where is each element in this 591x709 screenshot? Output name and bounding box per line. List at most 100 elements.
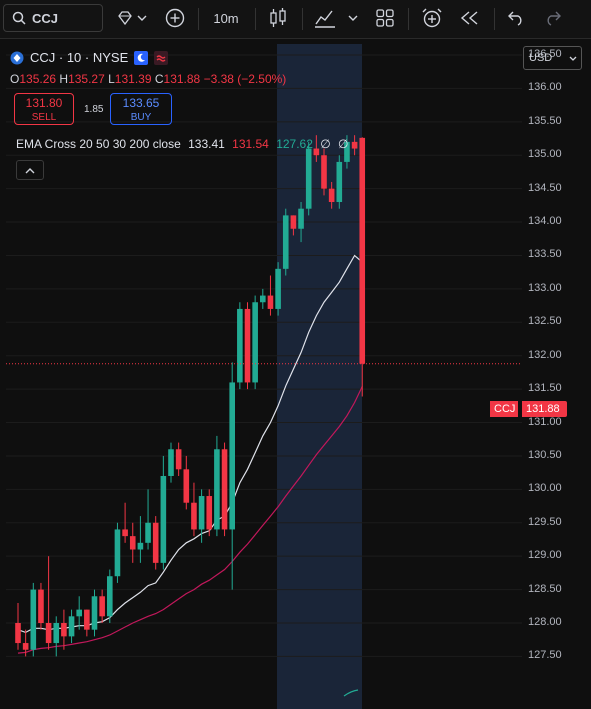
buy-button[interactable]: 133.65 BUY bbox=[110, 93, 172, 125]
alert-button[interactable] bbox=[418, 4, 446, 32]
price-tick-label: 128.50 bbox=[528, 582, 562, 595]
candle-body bbox=[152, 522, 159, 563]
candle-body bbox=[359, 137, 366, 364]
collapse-legend-button[interactable] bbox=[16, 160, 44, 180]
candles-icon bbox=[270, 8, 286, 27]
indicator-value-3: 127.62 bbox=[276, 137, 313, 151]
low-value: 131.39 bbox=[114, 72, 152, 86]
candle-body bbox=[214, 449, 220, 530]
ohlc-legend: O135.26 H135.27 L131.39 C131.88 −3.38 (−… bbox=[10, 72, 286, 86]
ema-slow-line bbox=[17, 386, 363, 654]
candle-body bbox=[61, 623, 67, 637]
candle-body bbox=[107, 576, 113, 617]
candle-body bbox=[321, 155, 327, 189]
indicator-value-2: 131.54 bbox=[232, 137, 269, 151]
close-label: C bbox=[154, 72, 164, 86]
candle-body bbox=[198, 496, 205, 530]
candle-body bbox=[129, 536, 136, 550]
ema-long-line bbox=[343, 689, 359, 697]
price-tick-label: 135.00 bbox=[528, 148, 562, 161]
price-tick-label: 129.00 bbox=[528, 549, 562, 562]
high-label: H bbox=[59, 72, 69, 86]
low-label: L bbox=[108, 72, 115, 86]
chevron-up-icon bbox=[25, 167, 35, 173]
price-tick-label: 132.00 bbox=[528, 348, 562, 361]
plus-circle-icon bbox=[165, 8, 185, 28]
redo-icon bbox=[547, 11, 561, 26]
candle-body bbox=[22, 643, 29, 650]
symbol-search[interactable]: CCJ bbox=[3, 4, 103, 32]
rewind-icon bbox=[460, 11, 478, 25]
replay-button[interactable] bbox=[456, 4, 484, 32]
candle-body bbox=[275, 268, 281, 309]
separator bbox=[302, 8, 303, 30]
separator bbox=[494, 8, 495, 30]
indicator-value-5: ∅ bbox=[338, 137, 349, 151]
symbol-text: CCJ bbox=[32, 10, 59, 26]
indicator-legend[interactable]: EMA Cross 20 50 30 200 close 133.41 131.… bbox=[16, 137, 349, 151]
price-axis[interactable]: 136.50 136.00 135.50 135.00 134.50 134.00 133.… bbox=[522, 44, 591, 709]
candle-body bbox=[38, 589, 44, 623]
candle-body bbox=[229, 382, 235, 530]
candle-body bbox=[305, 148, 312, 209]
candle-body bbox=[175, 449, 182, 470]
sell-label: SELL bbox=[31, 112, 57, 123]
candle-body bbox=[168, 449, 174, 476]
interval-button[interactable]: 10m bbox=[213, 10, 239, 26]
candle-body bbox=[267, 295, 274, 309]
currency-selector[interactable]: USD bbox=[523, 46, 582, 70]
candle-body bbox=[68, 616, 75, 637]
candle-body bbox=[244, 308, 251, 383]
candle-body bbox=[313, 148, 320, 156]
candle-body bbox=[53, 623, 60, 644]
price-tick-label: 133.00 bbox=[528, 281, 562, 294]
separator bbox=[408, 8, 409, 30]
candle-body bbox=[282, 215, 289, 269]
chevron-down-icon bbox=[569, 56, 577, 61]
compare-add-button[interactable] bbox=[162, 4, 188, 32]
chevron-down-icon bbox=[137, 15, 147, 21]
indicators-button[interactable] bbox=[310, 4, 362, 32]
high-value: 135.27 bbox=[68, 72, 105, 86]
price-tick-label: 133.50 bbox=[528, 248, 562, 261]
separator bbox=[255, 8, 256, 30]
alarm-clock-icon bbox=[422, 8, 442, 28]
chevron-down-icon bbox=[348, 15, 358, 21]
candle-body bbox=[76, 609, 82, 617]
data-delay-icon bbox=[154, 50, 169, 65]
spread-value: 1.85 bbox=[84, 104, 104, 115]
redo-button[interactable] bbox=[540, 4, 566, 32]
undo-icon bbox=[508, 11, 522, 26]
separator bbox=[198, 8, 199, 30]
price-tick-label: 134.00 bbox=[528, 215, 562, 228]
price-tick-label: 131.50 bbox=[528, 382, 562, 395]
candle-body bbox=[99, 596, 105, 617]
candle-body bbox=[183, 469, 190, 503]
price-tick-label: 135.50 bbox=[528, 114, 562, 127]
candle-body bbox=[351, 141, 358, 149]
price-tag-value: 131.88 bbox=[522, 401, 567, 417]
sell-button[interactable]: 131.80 SELL bbox=[14, 93, 74, 125]
indicator-value-1: 133.41 bbox=[188, 137, 225, 151]
chart-pane[interactable] bbox=[6, 44, 522, 709]
candle-body bbox=[30, 589, 37, 650]
price-chart[interactable] bbox=[6, 44, 522, 709]
price-tick-label: 132.50 bbox=[528, 315, 562, 328]
layout-button[interactable] bbox=[372, 4, 398, 32]
candle-body bbox=[91, 596, 98, 630]
candle-body bbox=[328, 188, 335, 203]
open-label: O bbox=[10, 72, 20, 86]
candles-style-button[interactable] bbox=[264, 4, 292, 32]
change-value: −3.38 (−2.50%) bbox=[203, 72, 287, 86]
price-tick-label: 128.00 bbox=[528, 616, 562, 628]
price-tick-label: 131.00 bbox=[528, 415, 562, 428]
currency-label: USD bbox=[529, 52, 553, 64]
candle-body bbox=[290, 215, 297, 229]
symbol-legend: CCJ · 10 · NYSE bbox=[10, 50, 169, 65]
indicators-icon bbox=[315, 10, 335, 28]
price-tick-label: 129.50 bbox=[528, 515, 562, 528]
indicator-name: EMA Cross 20 50 30 200 close bbox=[16, 137, 181, 151]
watchlist-dropdown[interactable] bbox=[110, 4, 154, 32]
candle-body bbox=[221, 449, 228, 530]
undo-button[interactable] bbox=[503, 4, 529, 32]
